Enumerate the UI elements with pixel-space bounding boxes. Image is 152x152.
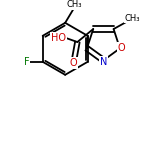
Text: N: N <box>100 57 107 67</box>
Text: CH₃: CH₃ <box>66 0 82 9</box>
Text: O: O <box>69 58 77 68</box>
Text: HO: HO <box>51 33 66 43</box>
Text: F: F <box>24 57 30 67</box>
Text: CH₃: CH₃ <box>125 14 140 23</box>
Text: O: O <box>117 43 125 53</box>
